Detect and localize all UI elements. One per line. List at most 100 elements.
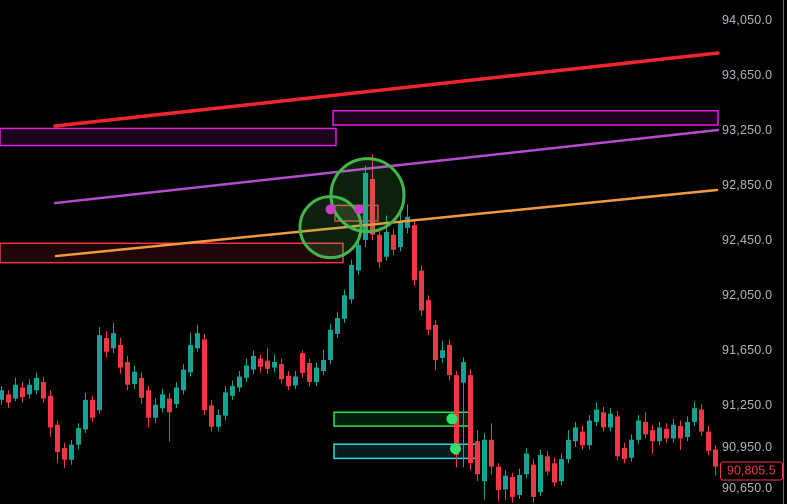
candle-body [377, 234, 382, 263]
orange-trend-line[interactable] [54, 188, 719, 258]
candle-body [27, 384, 32, 395]
candle-body [440, 350, 445, 358]
candle-body [286, 375, 291, 387]
candle-body [181, 369, 186, 391]
red-trend-line[interactable] [53, 51, 720, 128]
candle-body [272, 362, 277, 368]
candle-body [559, 459, 564, 482]
entry-circle-large[interactable] [329, 157, 406, 234]
candle-body [552, 463, 557, 483]
green-dot-lower[interactable] [450, 443, 461, 455]
candle-body [384, 231, 389, 257]
red-zone-left[interactable] [0, 242, 344, 264]
candle-body [342, 295, 347, 319]
candle-body [685, 421, 690, 438]
candle-body [223, 392, 228, 416]
candle-body [216, 415, 221, 427]
chart-canvas[interactable] [0, 0, 720, 504]
candle-body [195, 333, 200, 349]
candle-body [601, 412, 606, 428]
candle-body [167, 398, 172, 413]
candle-body [629, 439, 634, 458]
candle-body [608, 413, 613, 428]
price-tick-label: 91,650.0 [722, 343, 773, 358]
entry-circle-small[interactable] [298, 195, 363, 260]
candle-body [258, 358, 263, 367]
candle-body [153, 404, 158, 418]
candle-body [0, 390, 4, 400]
candle-body [664, 428, 669, 439]
candle-body [97, 335, 102, 411]
price-tick-label: 92,850.0 [722, 178, 773, 193]
purple-zone-right[interactable] [332, 109, 719, 126]
candle-body [328, 329, 333, 360]
candle-body [706, 431, 711, 451]
candle-body [573, 427, 578, 442]
price-axis[interactable]: 94,050.0 93,650.0 93,250.0 92,850.0 92,450.0… [717, 0, 787, 504]
candle-body [545, 456, 550, 472]
price-tick-label: 90,650.0 [722, 480, 773, 495]
candle-body [55, 424, 60, 453]
candle-body [251, 355, 256, 370]
axis-separator [783, 0, 784, 504]
candle-body [83, 399, 88, 430]
candle-body [517, 474, 522, 495]
candle-body [699, 409, 704, 432]
candle-body [314, 367, 319, 383]
candle-body [468, 375, 473, 464]
candle-body [41, 382, 46, 399]
candle-body [566, 439, 571, 460]
candle-body [321, 359, 326, 371]
candle-body [230, 386, 235, 396]
candle-body [48, 395, 53, 428]
candle-body [363, 173, 368, 240]
candle-body [104, 337, 109, 352]
candlestick-series [0, 154, 718, 503]
candle-body [118, 344, 123, 368]
candle-body [510, 476, 515, 497]
green-dot-upper[interactable] [446, 413, 458, 425]
purple-trend-line[interactable] [53, 128, 720, 205]
candle-body [636, 420, 641, 440]
purple-zone-left[interactable] [0, 127, 337, 147]
candle-body [524, 453, 529, 475]
candle-body [307, 363, 312, 383]
candle-body [188, 344, 193, 373]
candle-body [531, 464, 536, 497]
magenta-dot-2[interactable] [354, 204, 364, 215]
candle-body [454, 375, 459, 455]
candle-body [265, 360, 270, 369]
magenta-dot-1[interactable] [325, 204, 336, 215]
candle-body [433, 324, 438, 360]
candle-body [6, 394, 11, 403]
candle-body [503, 475, 508, 490]
candle-body [426, 300, 431, 330]
candle-body [678, 426, 683, 439]
candle-body [538, 454, 543, 493]
candle-body [580, 431, 585, 446]
candle-body [76, 428, 81, 445]
candle-body [300, 353, 305, 374]
price-tick-label: 94,050.0 [722, 13, 773, 27]
candle-body [69, 444, 74, 460]
candle-body [587, 420, 592, 446]
candle-body [174, 387, 179, 405]
candle-body [622, 448, 627, 460]
candle-body [62, 448, 67, 460]
candle-body [412, 225, 417, 281]
candle-body [650, 430, 655, 442]
candle-body [202, 339, 207, 411]
candle-body [349, 265, 354, 300]
price-tick-label: 91,250.0 [722, 398, 773, 413]
candle-body [279, 364, 284, 380]
candle-body [594, 409, 599, 422]
candle-body [496, 466, 501, 491]
candle-body [13, 384, 18, 399]
candle-body [405, 216, 410, 228]
candle-body [657, 427, 662, 442]
candle-body [244, 365, 249, 378]
candle-body [692, 408, 697, 422]
candle-body [209, 405, 214, 427]
candle-body [293, 376, 298, 386]
